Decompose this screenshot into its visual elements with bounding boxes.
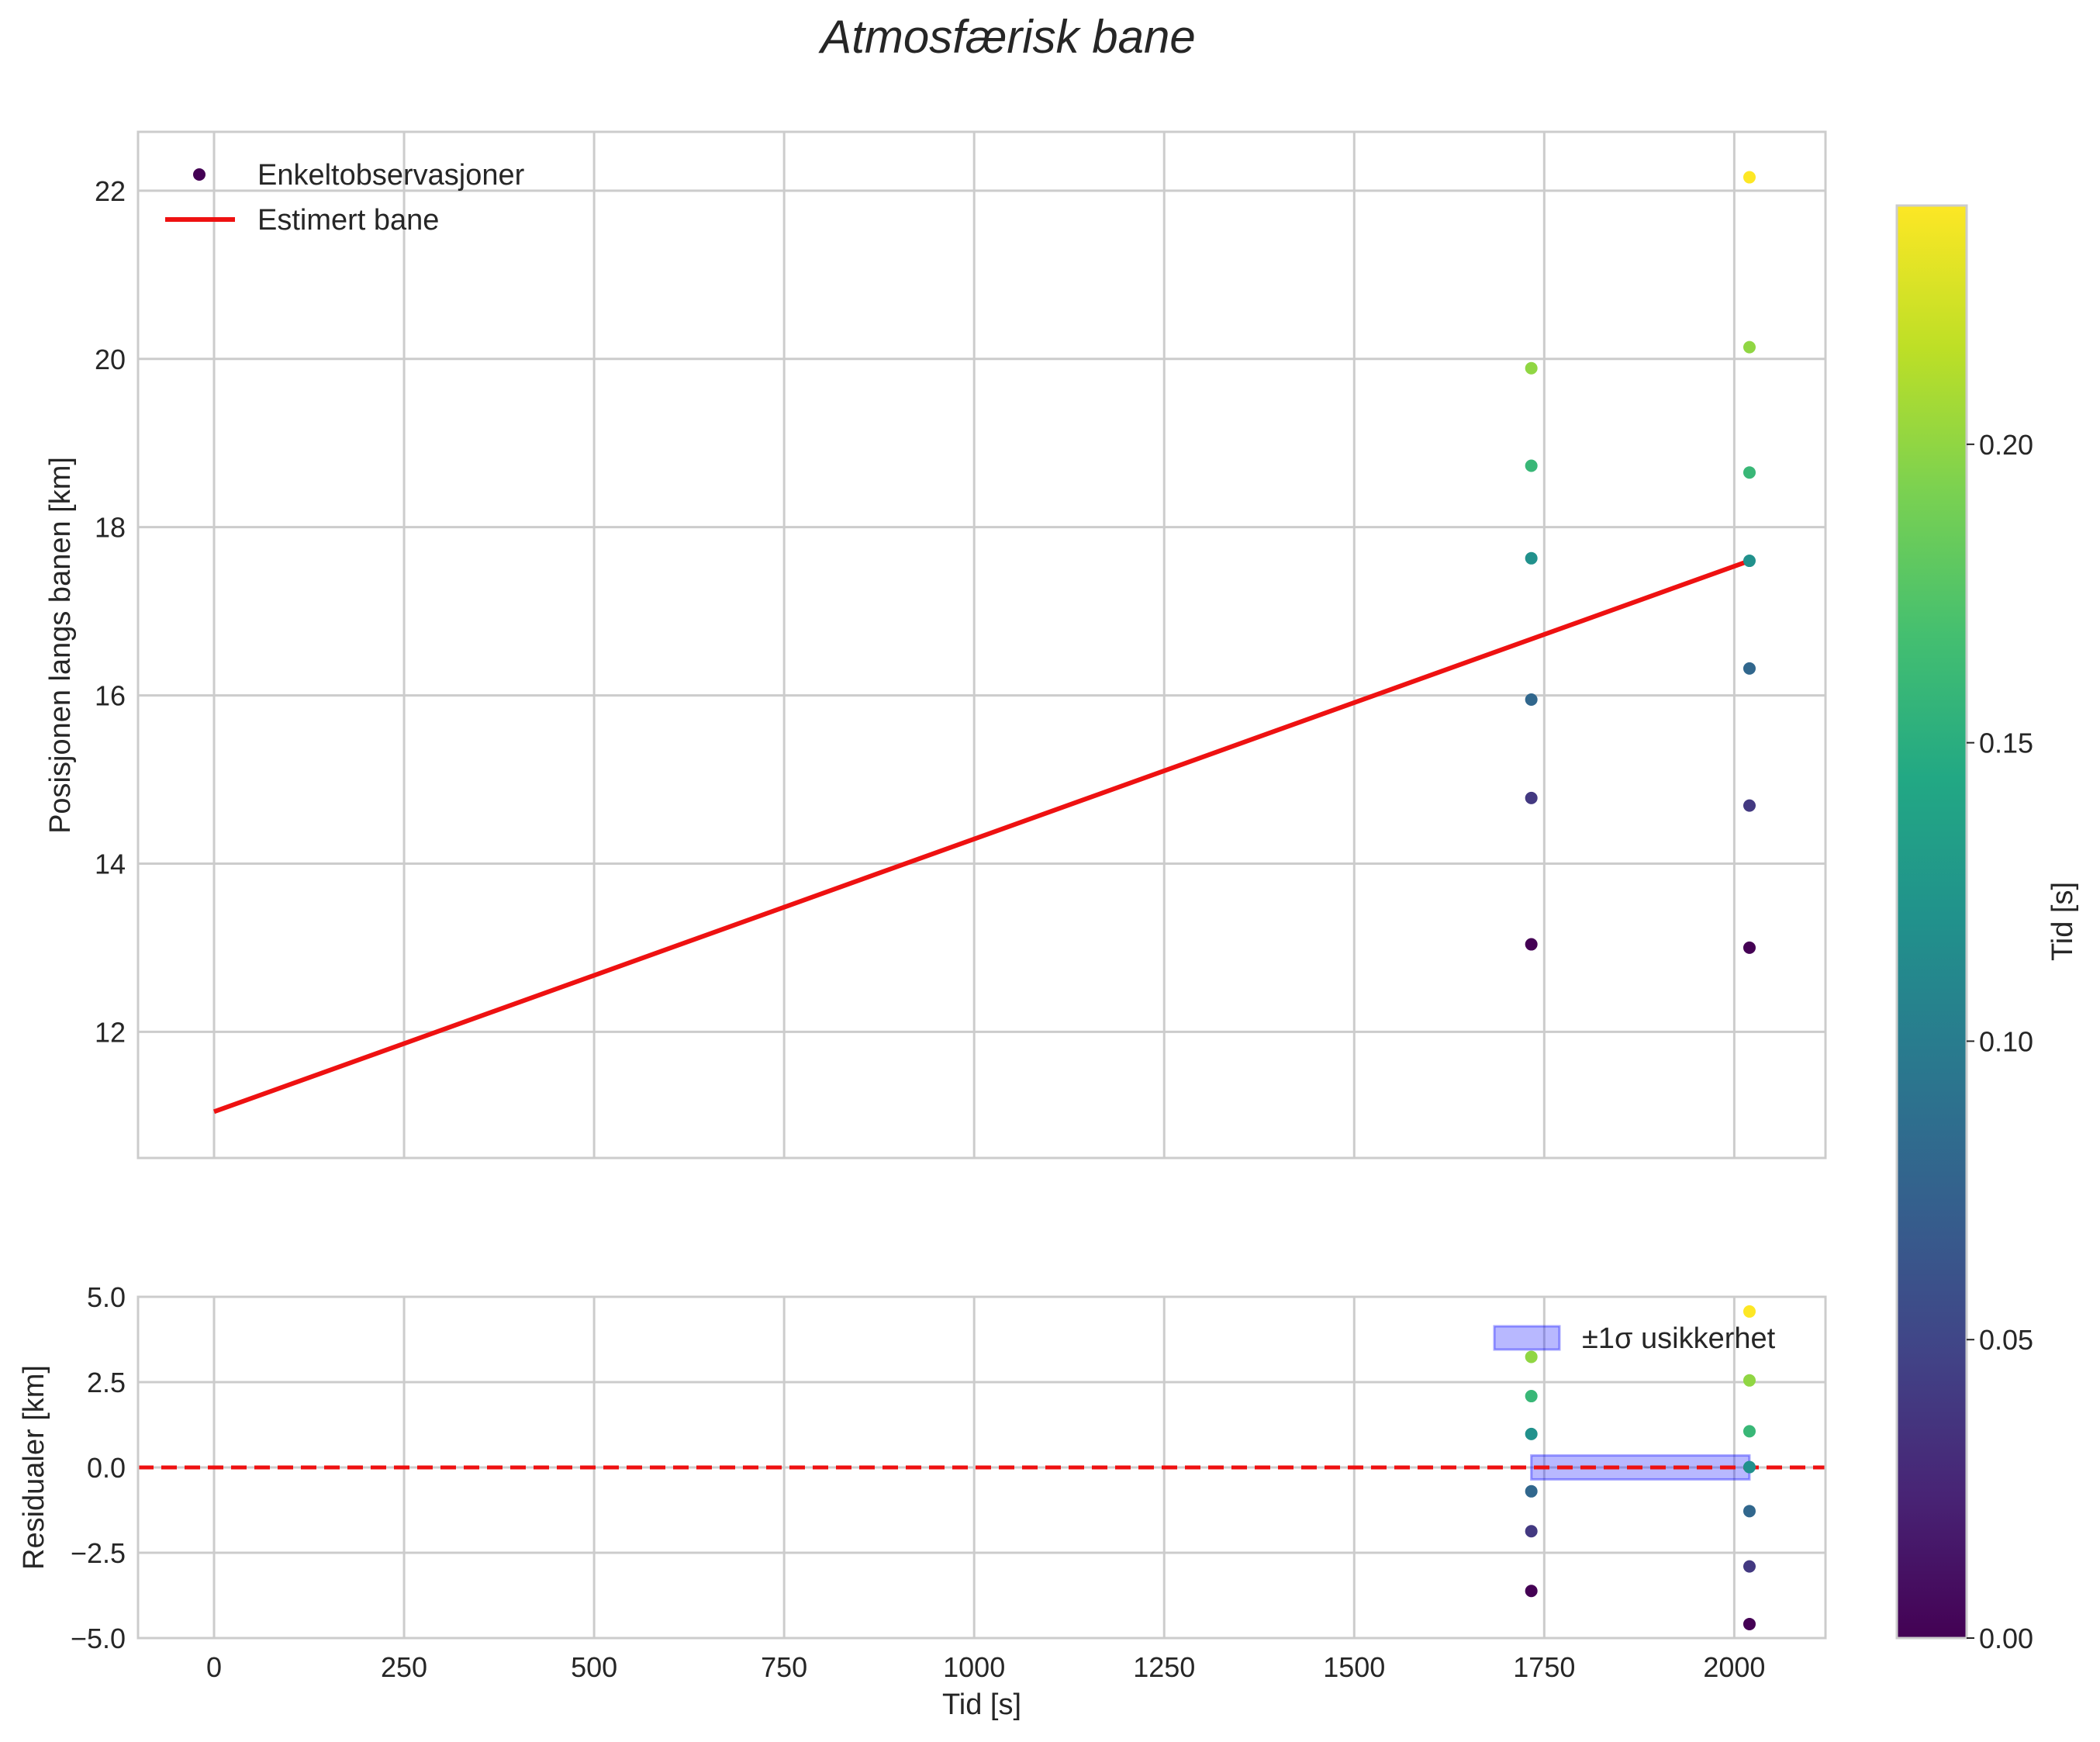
colorbar-tick-label: 0.00 [1979, 1623, 2033, 1654]
x-tick-label: 1750 [1513, 1651, 1575, 1683]
residual-point [1525, 1390, 1538, 1403]
colorbar-gradient [1895, 204, 1968, 1640]
colorbar: 0.00 0.05 0.10 0.15 0.20 Tid [s] [1895, 204, 2079, 1654]
main-gridlines [138, 132, 1825, 1158]
residual-y-tick-label: −5.0 [71, 1623, 126, 1654]
residual-y-tick-label: 5.0 [87, 1281, 126, 1313]
observation-point [1743, 555, 1756, 568]
main-y-tick-label: 16 [95, 680, 126, 712]
observation-point [1525, 551, 1538, 565]
x-tick-label: 1000 [943, 1651, 1005, 1683]
main-y-tick-label: 18 [95, 512, 126, 544]
x-axis-label: Tid [s] [942, 1688, 1021, 1721]
residual-y-tick-label: −2.5 [71, 1537, 126, 1569]
colorbar-tick-label: 0.20 [1979, 429, 2033, 461]
main-y-tick-label: 20 [95, 344, 126, 375]
main-observation-points [1525, 171, 1756, 954]
main-legend: Enkeltobservasjoner Estimert bane [165, 159, 525, 237]
x-tick-label: 500 [571, 1651, 617, 1683]
x-tick-label: 1500 [1323, 1651, 1385, 1683]
observation-point [1743, 941, 1756, 954]
observation-point [1525, 693, 1538, 706]
chart-title: Atmosfærisk bane [818, 11, 1196, 63]
residual-axes-frame [136, 1295, 1827, 1640]
residual-point [1743, 1560, 1756, 1573]
residual-points [1525, 1305, 1756, 1630]
colorbar-tick-label: 0.15 [1979, 728, 2033, 759]
observation-point [1743, 171, 1756, 184]
observation-point [1743, 340, 1756, 354]
observation-point [1525, 361, 1538, 375]
residual-point [1743, 1374, 1756, 1387]
legend-label-observations: Enkeltobservasjoner [257, 159, 525, 192]
legend-label-fit-line: Estimert bane [257, 204, 439, 237]
legend-marker-uncertainty [1493, 1325, 1561, 1351]
main-y-tick-label: 22 [95, 175, 126, 207]
colorbar-tick-label: 0.05 [1979, 1324, 2033, 1356]
residual-legend: ±1σ usikkerhet [1493, 1322, 1776, 1355]
main-y-tick-label: 12 [95, 1016, 126, 1048]
main-y-tick-label: 14 [95, 848, 126, 880]
residual-point [1525, 1350, 1538, 1364]
colorbar-tick-labels: 0.00 0.05 0.10 0.15 0.20 [1967, 429, 2033, 1654]
x-tick-label: 750 [761, 1651, 807, 1683]
legend-label-uncertainty: ±1σ usikkerhet [1582, 1322, 1776, 1355]
main-axes-frame [136, 130, 1827, 1160]
legend-marker-observations [193, 168, 206, 181]
observation-point [1525, 938, 1538, 951]
residual-point [1743, 1617, 1756, 1630]
x-tick-label: 2000 [1703, 1651, 1765, 1683]
colorbar-tick-label: 0.10 [1979, 1025, 2033, 1057]
residual-point [1743, 1305, 1756, 1318]
residual-point [1743, 1460, 1756, 1474]
observation-point [1525, 791, 1538, 804]
residual-y-tick-label: 2.5 [87, 1367, 126, 1398]
residual-point [1743, 1505, 1756, 1518]
observation-point [1743, 466, 1756, 479]
residual-y-axis-label: Residualer [km] [18, 1365, 50, 1570]
x-tick-label: 1250 [1133, 1651, 1195, 1683]
residual-point [1743, 1425, 1756, 1438]
residual-y-tick-labels: 5.0 2.5 0.0 −2.5 −5.0 [71, 1281, 126, 1654]
residual-y-tick-label: 0.0 [87, 1452, 126, 1484]
observation-point [1525, 459, 1538, 472]
residual-point [1525, 1525, 1538, 1538]
residual-x-tick-labels: 0 250 500 750 1000 1250 1500 1750 2000 [206, 1651, 1765, 1683]
main-plot-area [138, 132, 1825, 1158]
x-tick-label: 250 [381, 1651, 427, 1683]
main-y-axis-label: Posisjonen langs banen [km] [44, 457, 77, 834]
main-axes: 12 14 16 18 20 22 Posisjonen langs banen [km]… [44, 130, 1827, 1160]
observation-point [1743, 662, 1756, 675]
residual-point [1525, 1427, 1538, 1440]
x-tick-label: 0 [206, 1651, 222, 1683]
residual-axes: 5.0 2.5 0.0 −2.5 −5.0 0 250 500 750 1000 1250 1500… [18, 1281, 1827, 1721]
observation-point [1743, 799, 1756, 812]
fitted-trajectory-line [213, 558, 1750, 1115]
main-y-tick-labels: 12 14 16 18 20 22 [95, 175, 126, 1048]
residual-point [1525, 1585, 1538, 1598]
residual-point [1525, 1485, 1538, 1498]
colorbar-label: Tid [s] [2046, 882, 2079, 961]
